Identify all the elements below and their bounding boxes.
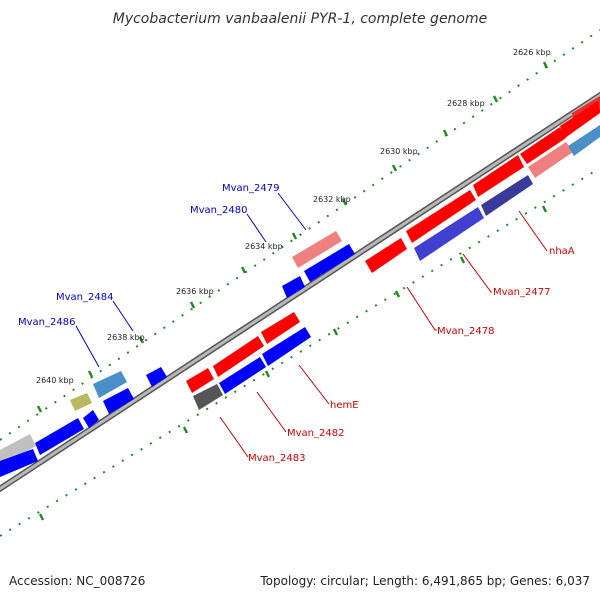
outer-tick-track xyxy=(0,29,600,441)
inner-tick-track xyxy=(0,167,600,537)
gene-feature[interactable] xyxy=(560,101,600,138)
gene-feature[interactable] xyxy=(520,127,566,164)
kbp-label-2636: 2636 kbp xyxy=(176,287,214,296)
gene-feature[interactable] xyxy=(0,449,38,477)
gene-label-mvan-2482[interactable]: Mvan_2482 xyxy=(287,428,344,439)
gene-label-mvan-2486[interactable]: Mvan_2486 xyxy=(18,317,75,328)
kbp-label-2632: 2632 kbp xyxy=(313,195,351,204)
gene-feature[interactable] xyxy=(473,155,524,197)
gene-feature[interactable] xyxy=(528,142,573,178)
gene-feature[interactable] xyxy=(261,312,300,344)
gene-feature[interactable] xyxy=(481,175,533,216)
gene-feature[interactable] xyxy=(219,357,266,394)
gene-label-mvan-2480[interactable]: Mvan_2480 xyxy=(190,205,247,216)
gene-feature[interactable] xyxy=(70,393,92,411)
gene-feature[interactable] xyxy=(304,244,355,282)
gene-feature[interactable] xyxy=(186,368,214,393)
gene-feature[interactable] xyxy=(406,190,476,243)
gene-label-mvan-2483[interactable]: Mvan_2483 xyxy=(248,453,305,464)
reverse-strand-genes xyxy=(0,125,600,477)
kbp-label-2640: 2640 kbp xyxy=(36,376,74,385)
gene-feature[interactable] xyxy=(35,418,84,455)
gene-label-mvan-2477[interactable]: Mvan_2477 xyxy=(493,287,550,298)
gene-feature[interactable] xyxy=(365,238,407,273)
kbp-label-2630: 2630 kbp xyxy=(380,147,418,156)
gene-label-nhaa[interactable]: nhaA xyxy=(549,246,575,257)
gene-feature[interactable] xyxy=(213,336,264,377)
accession-text: Accession: NC_008726 xyxy=(9,574,146,588)
gene-feature[interactable] xyxy=(414,207,484,261)
kbp-label-2634: 2634 kbp xyxy=(245,242,283,251)
gene-feature[interactable] xyxy=(193,384,223,410)
gene-feature[interactable] xyxy=(83,410,99,428)
gene-feature[interactable] xyxy=(103,388,134,414)
kbp-label-2638: 2638 kbp xyxy=(107,333,145,342)
major-tick-marks xyxy=(36,61,549,521)
kbp-label-2626: 2626 kbp xyxy=(513,48,551,57)
gene-feature[interactable] xyxy=(282,276,305,298)
gene-feature[interactable] xyxy=(93,371,127,398)
gene-feature[interactable] xyxy=(262,327,311,366)
gene-feature[interactable] xyxy=(568,125,600,156)
genome-backbone xyxy=(0,91,600,493)
gene-feature[interactable] xyxy=(146,367,167,387)
genome-summary-text: Topology: circular; Length: 6,491,865 bp… xyxy=(260,574,590,588)
kbp-label-2628: 2628 kbp xyxy=(447,99,485,108)
forward-strand-genes xyxy=(186,96,600,393)
gene-feature[interactable] xyxy=(292,231,342,268)
gene-label-mvan-2478[interactable]: Mvan_2478 xyxy=(437,326,494,337)
gene-label-mvan-2479[interactable]: Mvan_2479 xyxy=(222,183,279,194)
label-leader-lines xyxy=(75,192,548,458)
gene-label-heme[interactable]: hemE xyxy=(330,400,359,411)
gene-label-mvan-2484[interactable]: Mvan_2484 xyxy=(56,292,113,303)
map-title: Mycobacterium vanbaalenii PYR-1, complet… xyxy=(113,11,488,27)
